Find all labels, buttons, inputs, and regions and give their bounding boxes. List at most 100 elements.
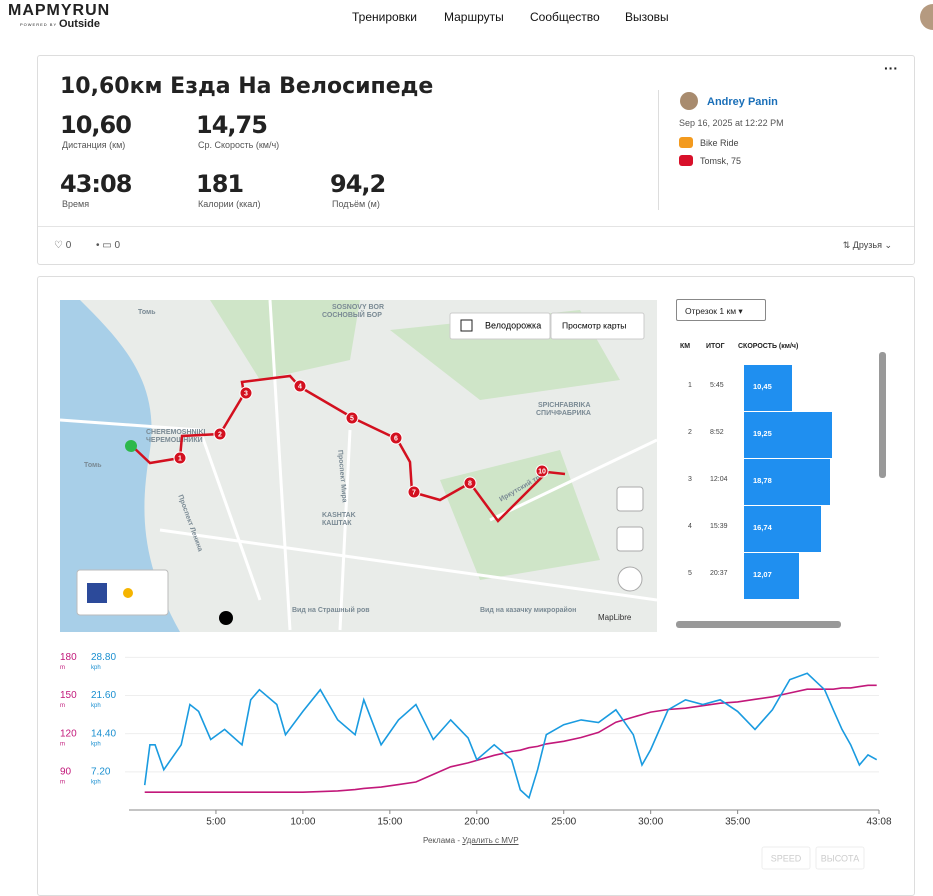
scrollbar[interactable]	[879, 352, 886, 478]
nav-link[interactable]: Вызовы	[625, 10, 669, 24]
user-name[interactable]: Andrey Panin	[707, 96, 778, 108]
map-view-button[interactable]	[550, 312, 645, 340]
route-marker-label: 10	[538, 468, 546, 475]
x-tick-label: 10:00	[290, 817, 315, 828]
likes[interactable]: ♡ 0	[54, 240, 72, 251]
bike-lane-toggle[interactable]	[449, 312, 551, 340]
workout-title: 10,60км Езда На Велосипеде	[60, 74, 434, 99]
split-km: 2	[688, 429, 692, 436]
route-marker-label: 7	[412, 489, 416, 496]
map-view-label: Просмотр карты	[562, 320, 626, 330]
like-count: 0	[65, 240, 72, 251]
ad-note: Реклама - Удалить с MVP	[423, 836, 519, 845]
x-tick-label: 35:00	[725, 817, 750, 828]
map[interactable]: Томь CHEREMOSHNIKI ЧЕРЕМОШНИКИ Проспект …	[60, 300, 657, 632]
nav-link[interactable]: Сообщество	[530, 10, 600, 24]
fullscreen[interactable]	[616, 486, 644, 512]
start-marker	[125, 440, 137, 452]
split-km: 4	[688, 523, 692, 530]
stat-label: Подъём (м)	[332, 199, 380, 209]
more-menu[interactable]: ···	[884, 60, 898, 76]
roads	[60, 300, 657, 631]
split-total: 12:04	[710, 476, 728, 483]
route-marker-label: 5	[350, 415, 354, 422]
recenter[interactable]	[616, 526, 644, 552]
location-dot	[219, 611, 233, 625]
y-tick-label: 120	[60, 728, 77, 739]
map-label: CHEREMOSHNIKI	[146, 429, 206, 436]
x-tick-label: 5:00	[206, 817, 226, 828]
nav-link[interactable]: Маршруты	[444, 10, 504, 24]
y2-tick-label: 14.40	[91, 728, 116, 739]
map-label: КАШТАК	[322, 520, 352, 527]
logo[interactable]: MAPMYRUN	[8, 2, 111, 19]
map-label: СПИЧФАБРИКА	[536, 410, 591, 417]
split-km: 5	[688, 570, 692, 577]
x-tick-label: 25:00	[551, 817, 576, 828]
map-label: Вид на Страшный ров	[292, 606, 370, 614]
route-marker	[213, 427, 227, 441]
workout-card: 10,60км Езда На Велосипеде ··· 10,60 Дис…	[37, 55, 915, 265]
y2-unit: kph	[91, 703, 101, 709]
split-speed: 12,07	[753, 570, 772, 579]
compass[interactable]	[617, 566, 643, 592]
y2-unit: kph	[91, 779, 101, 785]
legend-button[interactable]	[815, 846, 865, 870]
series-line	[144, 684, 877, 793]
stat-value: 14,75	[196, 111, 268, 139]
checkbox[interactable]	[460, 319, 473, 332]
map-label: Томь	[84, 462, 102, 469]
map-label: SPICHFABRIKA	[538, 402, 591, 409]
logo-sub: POWERED BY	[20, 22, 58, 27]
y2-unit: kph	[91, 665, 101, 671]
split-selector-label: Отрезок 1 км	[685, 306, 737, 316]
split-speed: 19,25	[753, 429, 772, 438]
scrollbar-h[interactable]	[676, 621, 841, 628]
split-bar: 12,07	[744, 553, 800, 599]
legend-button[interactable]	[761, 846, 811, 870]
split-total: 15:39	[710, 523, 728, 530]
comments[interactable]: • ▭ 0	[96, 240, 121, 251]
x-tick-label: 20:00	[464, 817, 489, 828]
split-speed: 18,78	[753, 476, 772, 485]
split-total: 5:45	[710, 382, 724, 389]
split-speed: 10,45	[753, 382, 772, 391]
route	[131, 374, 566, 523]
y2-tick-label: 21.60	[91, 690, 116, 701]
split-bar: 19,25	[744, 412, 832, 458]
split-header: СКОРОСТЬ (км/ч)	[738, 343, 799, 350]
stat-value: 43:08	[60, 170, 132, 198]
avatar[interactable]	[920, 4, 933, 30]
splits-table: КМ ИТОГ СКОРОСТЬ (км/ч) 1 5:45 10,45 2 8:52 1…	[676, 338, 888, 628]
route-markers: 1 2 3 4 5 6 7 8 10	[173, 379, 549, 499]
split-total: 20:37	[710, 570, 728, 577]
chart: 90 m 120 m 150 m 180 m 7.20 kph 14.40 kph 21.60 kph 28…	[60, 652, 892, 870]
nav-link[interactable]: Тренировки	[352, 10, 418, 24]
bike-lane-label: Велодорожка	[485, 320, 541, 330]
logo-brand: Outside	[59, 18, 100, 30]
sun-icon	[123, 588, 133, 598]
route-marker-label: 3	[244, 390, 248, 397]
privacy[interactable]: ⇅ Друзья ⌄	[842, 240, 892, 250]
ad-link[interactable]: Удалить с MVP	[462, 836, 519, 845]
route-marker	[463, 476, 477, 490]
user-avatar	[680, 92, 698, 110]
separator	[38, 226, 914, 227]
split-bar: 18,78	[744, 459, 830, 505]
split-km: 3	[688, 476, 692, 483]
stat-label: Время	[62, 199, 90, 209]
map-label: Вид на казачку микрорайон	[480, 606, 576, 614]
split-total: 8:52	[710, 429, 724, 436]
split-selector[interactable]: Отрезок 1 км ▾	[676, 299, 766, 321]
split-km: 1	[688, 382, 692, 389]
y-tick-label: 150	[60, 690, 77, 701]
route-marker	[389, 431, 403, 445]
y2-tick-label: 28.80	[91, 652, 116, 663]
map-label: SOSNOVY BOR	[332, 304, 384, 311]
route-marker	[173, 451, 187, 465]
map-label: Томь	[138, 309, 156, 316]
comment-count: 0	[114, 240, 121, 251]
river	[60, 300, 180, 632]
route-marker	[407, 485, 421, 499]
route-marker-label: 4	[298, 383, 302, 390]
